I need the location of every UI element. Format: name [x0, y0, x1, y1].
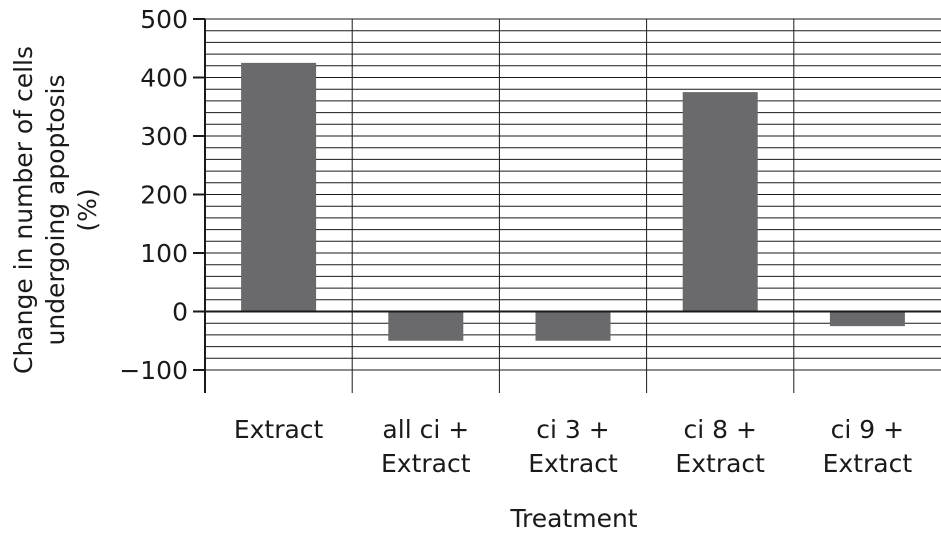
bars — [241, 62, 905, 341]
x-category-label: Extract — [528, 449, 618, 478]
bar — [682, 92, 758, 312]
y-tick-label: 400 — [140, 64, 188, 93]
labels: 500 400 300 200 100 0 −100 Extract all ci + Extra… — [9, 5, 912, 533]
bar — [241, 62, 317, 312]
x-category-label: Extract — [234, 415, 324, 444]
y-tick-label: 200 — [140, 181, 188, 210]
y-tick-label: 500 — [140, 5, 188, 34]
y-axis-title: undergoing apoptosis — [41, 75, 70, 346]
y-tick-label: −100 — [119, 356, 188, 385]
x-category-label: ci 3 + — [536, 415, 609, 444]
y-tick-label: 100 — [140, 239, 188, 268]
x-category-label: ci 8 + — [683, 415, 756, 444]
x-category-label: Extract — [823, 449, 913, 478]
x-axis-title: Treatment — [509, 504, 637, 533]
x-category-label: Extract — [675, 449, 765, 478]
axes — [193, 18, 941, 393]
x-category-label: Extract — [381, 449, 471, 478]
y-axis-title: Change in number of cells — [9, 46, 38, 374]
bar — [388, 311, 464, 341]
x-category-label: all ci + — [382, 415, 469, 444]
x-category-label: ci 9 + — [831, 415, 904, 444]
y-axis-title: (%) — [73, 188, 102, 231]
bar — [829, 311, 905, 327]
bar — [535, 311, 611, 341]
y-tick-label: 0 — [172, 298, 188, 327]
y-tick-label: 300 — [140, 122, 188, 151]
